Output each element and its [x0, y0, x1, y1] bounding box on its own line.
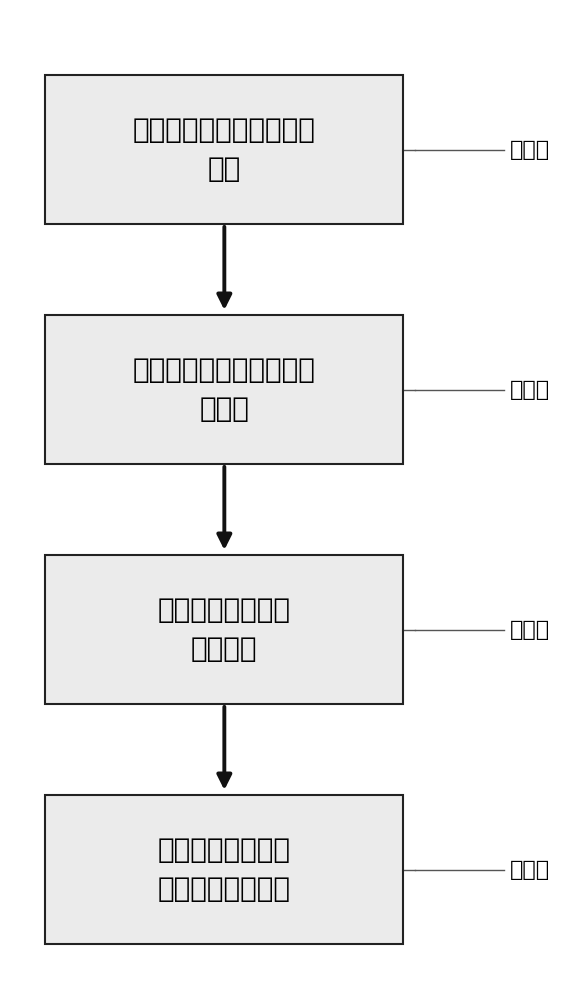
Bar: [45, 315, 403, 464]
Text: 结合阻抗原理进行动力学
建模: 结合阻抗原理进行动力学 建模: [133, 116, 316, 183]
Bar: [45, 555, 403, 704]
Text: 步骤三: 步骤三: [510, 620, 550, 640]
Text: 步骤二: 步骤二: [510, 380, 550, 400]
Bar: [45, 75, 403, 224]
Text: 建立具有叠加力振
荡的阻抗控制模型: 建立具有叠加力振 荡的阻抗控制模型: [158, 836, 291, 903]
Text: 步骤四: 步骤四: [510, 860, 550, 880]
Bar: [45, 795, 403, 944]
Text: 提出叠加振荡力并
分析效果: 提出叠加振荡力并 分析效果: [158, 596, 291, 663]
Text: 建立基于位置的阻抗控制
器模型: 建立基于位置的阻抗控制 器模型: [133, 356, 316, 423]
Text: 步骤一: 步骤一: [510, 140, 550, 160]
